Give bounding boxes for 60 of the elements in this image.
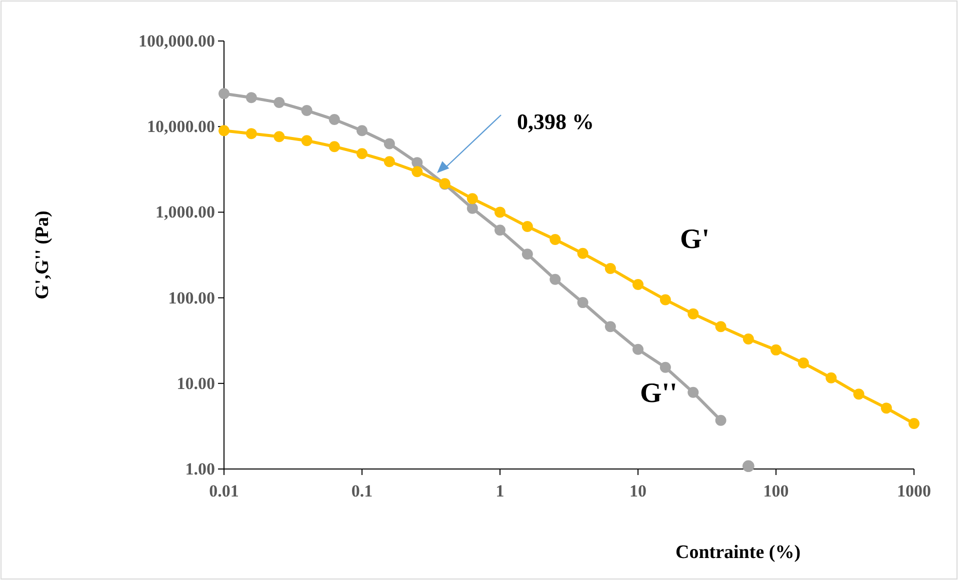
- point: [826, 372, 837, 384]
- point: [880, 402, 892, 414]
- point: [301, 135, 312, 146]
- point: [550, 234, 561, 245]
- point: [660, 362, 671, 373]
- point: [604, 263, 616, 274]
- x-axis-title: Contrainte (%): [675, 542, 801, 563]
- y-tick-label: 100,000.00: [138, 31, 215, 50]
- point: [604, 321, 616, 332]
- point: [466, 193, 478, 204]
- point: [522, 248, 533, 260]
- annotation: 0,398 %: [517, 109, 594, 134]
- x-tick-label: 0.1: [351, 482, 373, 501]
- point: [715, 414, 726, 426]
- y-tick-label: 10,000.00: [147, 117, 215, 136]
- point: [494, 224, 506, 236]
- point: [550, 274, 561, 285]
- point: [274, 131, 285, 142]
- point: [466, 202, 478, 214]
- point: [688, 308, 699, 320]
- point: [246, 92, 257, 104]
- x-tick-label: 0.01: [209, 482, 239, 501]
- point: [853, 388, 864, 400]
- x-tick-label: 100: [763, 482, 789, 501]
- y-tick-label: 10.00: [176, 374, 215, 393]
- point: [412, 157, 423, 168]
- point: [577, 248, 588, 259]
- point: [412, 166, 423, 178]
- y-tick-label: 100.00: [168, 288, 215, 308]
- point: [632, 279, 644, 290]
- point: [246, 128, 257, 140]
- point: [770, 344, 782, 356]
- point: [688, 386, 699, 398]
- x-tick-label: 1000: [897, 482, 931, 501]
- point: [742, 334, 754, 345]
- point: [356, 148, 368, 160]
- point: [632, 344, 644, 355]
- point: [328, 114, 340, 125]
- point: [715, 321, 726, 332]
- point: [577, 297, 588, 308]
- point: [328, 141, 340, 152]
- point: [660, 294, 671, 306]
- series-label: G': [680, 224, 710, 255]
- point: [522, 221, 533, 232]
- y-tick-label: 1,000.00: [156, 202, 215, 222]
- point: [218, 88, 230, 100]
- point: [798, 358, 809, 369]
- x-tick-label: 1: [496, 482, 504, 501]
- y-tick-label: 1.00: [185, 459, 215, 478]
- point: [301, 105, 312, 116]
- point: [908, 418, 920, 429]
- y-axis-title: G',G'' (Pa): [32, 210, 53, 300]
- series-label: G'': [640, 378, 678, 409]
- point: [356, 125, 368, 136]
- x-tick-label: 10: [630, 482, 646, 501]
- point: [384, 156, 395, 168]
- point: [218, 125, 230, 136]
- point: [274, 97, 285, 108]
- point: [384, 138, 395, 150]
- point: [494, 206, 506, 218]
